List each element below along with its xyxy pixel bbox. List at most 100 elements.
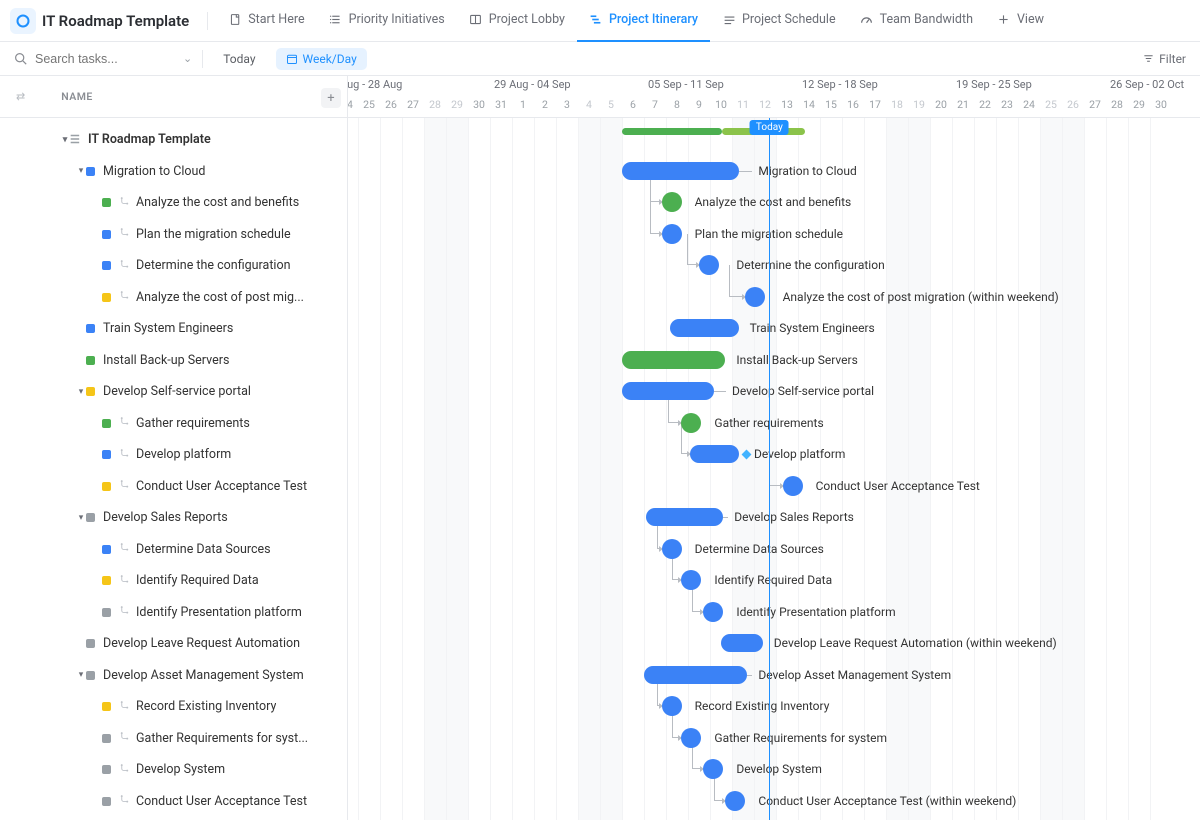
tree-row[interactable]: Plan the migration schedule xyxy=(0,219,347,251)
gantt-milestone[interactable] xyxy=(703,602,723,622)
status-square-icon xyxy=(102,702,111,711)
gantt-bar[interactable] xyxy=(646,508,723,526)
timeline-day-label: 6 xyxy=(622,98,644,111)
subtask-icon xyxy=(119,700,130,714)
tree-row[interactable]: Analyze the cost of post mig... xyxy=(0,282,347,314)
tree-row[interactable]: Record Existing Inventory xyxy=(0,691,347,723)
tree-row[interactable]: Identify Presentation platform xyxy=(0,597,347,629)
gridline xyxy=(1106,118,1107,820)
gantt-label: Identify Presentation platform xyxy=(736,605,895,619)
today-button[interactable]: Today xyxy=(213,48,265,70)
gantt-milestone[interactable] xyxy=(662,539,682,559)
gridline xyxy=(380,118,381,820)
gantt-bar[interactable] xyxy=(670,319,738,337)
gantt-milestone[interactable] xyxy=(662,696,682,716)
add-task-button[interactable]: + xyxy=(321,88,341,108)
tree-row[interactable]: Conduct User Acceptance Test xyxy=(0,786,347,818)
gantt-milestone[interactable] xyxy=(699,255,719,275)
tree-row-label: Develop System xyxy=(136,762,225,777)
tree-row-label: Analyze the cost of post mig... xyxy=(136,290,304,305)
tree-row[interactable]: ▾Develop Asset Management System xyxy=(0,660,347,692)
tree-row[interactable]: Install Back-up Servers xyxy=(0,345,347,377)
gantt-milestone[interactable] xyxy=(662,192,682,212)
tab-start-here[interactable]: Start Here xyxy=(216,0,316,42)
tree-row[interactable]: Gather requirements xyxy=(0,408,347,440)
tab-project-itinerary[interactable]: Project Itinerary xyxy=(577,0,710,42)
timeline-day-label: 4 xyxy=(578,98,600,111)
tree-row[interactable]: Identify Required Data xyxy=(0,565,347,597)
gantt-icon xyxy=(589,13,603,27)
gantt-label: Develop platform xyxy=(754,447,845,461)
gridline xyxy=(512,118,513,820)
tree-row[interactable]: ▾Migration to Cloud xyxy=(0,156,347,188)
filter-button[interactable]: Filter xyxy=(1143,52,1186,66)
gridline xyxy=(644,118,645,820)
caret-icon[interactable]: ▾ xyxy=(76,670,86,680)
gridline xyxy=(886,118,887,820)
subtask-icon xyxy=(119,479,130,493)
caret-icon[interactable]: ▾ xyxy=(76,513,86,523)
tree-row[interactable]: Analyze the cost and benefits xyxy=(0,187,347,219)
caret-icon[interactable]: ▾ xyxy=(76,166,86,176)
tab-project-lobby[interactable]: Project Lobby xyxy=(457,0,577,42)
gantt-milestone[interactable] xyxy=(681,413,701,433)
gantt-milestone[interactable] xyxy=(662,224,682,244)
weekday-button[interactable]: Week/Day xyxy=(276,48,367,70)
timeline-day-label: 14 xyxy=(798,98,820,111)
weekday-label: Week/Day xyxy=(303,52,357,66)
summary-progress-bar xyxy=(622,128,722,135)
tree-row[interactable]: Develop System xyxy=(0,754,347,786)
timeline-day-label: 11 xyxy=(732,98,754,111)
tree-row[interactable]: Conduct User Acceptance Test xyxy=(0,471,347,503)
tree-row[interactable]: ▾☰IT Roadmap Template xyxy=(0,124,347,156)
subtask-icon xyxy=(119,196,130,210)
caret-icon[interactable]: ▾ xyxy=(76,387,86,397)
timeline-body[interactable]: TodayMigration to CloudAnalyze the cost … xyxy=(348,118,1200,820)
tab-priority-initiatives[interactable]: Priority Initiatives xyxy=(317,0,457,42)
search-chevron-icon[interactable]: ⌄ xyxy=(183,52,192,65)
gantt-bar[interactable] xyxy=(622,162,739,180)
timeline-week-label: 12 Sep - 18 Sep xyxy=(802,78,878,91)
gantt-bar[interactable] xyxy=(644,666,747,684)
tree-row[interactable]: Gather Requirements for syst... xyxy=(0,723,347,755)
timeline-week-label: Aug - 28 Aug xyxy=(348,78,402,91)
tree-row[interactable]: Determine the configuration xyxy=(0,250,347,282)
tree-row-label: Plan the migration schedule xyxy=(136,227,291,242)
subtask-icon xyxy=(119,542,130,556)
timeline-day-label: 12 xyxy=(754,98,776,111)
tree-row-label: Gather Requirements for syst... xyxy=(136,731,308,746)
timeline-week-label: 05 Sep - 11 Sep xyxy=(648,78,724,91)
search-input[interactable] xyxy=(35,52,175,66)
tree-row[interactable]: Develop platform xyxy=(0,439,347,471)
swap-icon[interactable]: ⇄ xyxy=(16,90,25,103)
timeline-day-label: 26 xyxy=(380,98,402,111)
tree-row-label: Develop platform xyxy=(136,447,231,462)
gantt-bar[interactable] xyxy=(622,382,714,400)
caret-icon[interactable]: ▾ xyxy=(60,135,70,145)
tree-row[interactable]: Develop Leave Request Automation xyxy=(0,628,347,660)
tree-row[interactable]: ▾Develop Self-service portal xyxy=(0,376,347,408)
tree-row[interactable]: Determine Data Sources xyxy=(0,534,347,566)
gantt-bar[interactable] xyxy=(690,445,738,463)
gantt-bar[interactable] xyxy=(721,634,763,652)
tab-label: Project Schedule xyxy=(742,12,836,27)
gantt-label: Conduct User Acceptance Test (within wee… xyxy=(758,794,1016,808)
gantt-milestone[interactable] xyxy=(783,476,803,496)
tab-team-bandwidth[interactable]: Team Bandwidth xyxy=(848,0,985,42)
subtask-icon xyxy=(119,416,130,430)
tree-row[interactable]: Train System Engineers xyxy=(0,313,347,345)
gantt-milestone[interactable] xyxy=(725,791,745,811)
gantt-milestone[interactable] xyxy=(745,287,765,307)
timeline-day-label: 28 xyxy=(424,98,446,111)
status-square-icon xyxy=(102,765,111,774)
tab-project-schedule[interactable]: Project Schedule xyxy=(710,0,848,42)
gantt-label: Develop System xyxy=(736,762,822,776)
timeline-day-label: 26 xyxy=(1062,98,1084,111)
gridline xyxy=(358,118,359,820)
tree-row-label: Conduct User Acceptance Test xyxy=(136,479,307,494)
gridline xyxy=(688,118,689,820)
tab-view[interactable]: View xyxy=(985,0,1056,42)
gantt-milestone[interactable] xyxy=(681,728,701,748)
tree-row[interactable]: ▾Develop Sales Reports xyxy=(0,502,347,534)
gantt-bar[interactable] xyxy=(622,351,725,369)
